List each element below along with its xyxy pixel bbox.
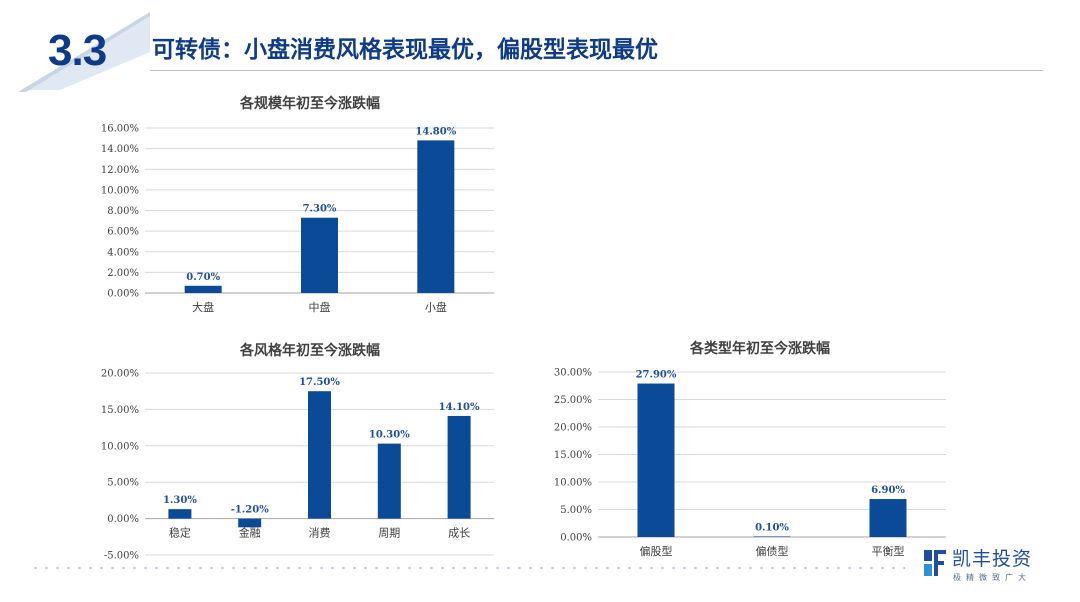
y-tick-label: 5.00% (560, 505, 592, 516)
bar (301, 217, 338, 293)
data-label: 7.30% (303, 204, 337, 215)
data-label: 0.10% (755, 522, 789, 533)
bar (377, 443, 401, 519)
y-tick-label: 16.00% (101, 124, 139, 135)
bar (637, 383, 675, 537)
logo-mark-icon (924, 550, 946, 576)
title-divider (150, 70, 1043, 71)
category-label: 偏股型 (640, 544, 673, 558)
y-tick-label: 2.00% (107, 268, 139, 279)
header-accent-shape (18, 12, 150, 92)
category-label: 中盘 (309, 300, 331, 314)
category-label: 稳定 (169, 526, 191, 540)
data-label: 1.30% (163, 495, 197, 506)
y-tick-label: 6.00% (107, 227, 139, 238)
y-tick-label: 14.00% (101, 144, 139, 155)
data-label: -1.20% (231, 505, 270, 516)
y-tick-label: 20.00% (101, 369, 139, 380)
y-tick-label: 15.00% (554, 450, 592, 461)
bar (447, 415, 471, 519)
data-label: 27.90% (636, 370, 677, 381)
section-number: 3.3 (48, 26, 107, 75)
page-title: 可转债：小盘消费风格表现最优，偏股型表现最优 (152, 37, 658, 63)
bar (184, 285, 222, 293)
y-tick-label: 25.00% (554, 395, 592, 406)
y-tick-label: 15.00% (101, 405, 139, 416)
y-tick-label: 10.00% (554, 478, 592, 489)
category-label: 小盘 (425, 300, 447, 314)
bar (869, 499, 907, 537)
y-tick-label: 4.00% (107, 247, 139, 258)
bar (238, 518, 262, 528)
y-tick-label: 10.00% (101, 185, 139, 196)
y-tick-label: 30.00% (554, 368, 592, 379)
chart-title-size: 各规模年初至今涨跌幅 (240, 96, 380, 112)
y-tick-label: 0.00% (560, 533, 592, 544)
company-logo: 凯丰投资 极精微致广大 (922, 546, 1052, 586)
chart-title-style: 各风格年初至今涨跌幅 (240, 343, 380, 359)
data-label: 6.90% (871, 485, 905, 496)
bar (168, 509, 192, 519)
y-tick-label: 0.00% (107, 289, 139, 300)
y-tick-label: -5.00% (104, 551, 139, 562)
category-label: 平衡型 (872, 544, 905, 558)
y-tick-label: 0.00% (107, 514, 139, 525)
logo-slogan: 极精微致广大 (953, 573, 1031, 582)
data-label: 14.10% (439, 402, 480, 413)
bar (308, 391, 331, 519)
logo-name: 凯丰投资 (952, 548, 1033, 570)
y-tick-label: 5.00% (107, 478, 139, 489)
data-label: 10.30% (369, 430, 410, 441)
bar (417, 140, 455, 293)
y-tick-label: 8.00% (107, 206, 139, 217)
data-label: 17.50% (299, 377, 340, 388)
category-label: 周期 (378, 527, 400, 540)
y-tick-label: 10.00% (101, 441, 139, 452)
y-tick-label: 12.00% (101, 165, 139, 176)
category-label: 成长 (448, 527, 470, 540)
category-label: 金融 (239, 526, 261, 540)
footer-dotted-divider (30, 567, 905, 569)
y-tick-label: 20.00% (554, 423, 592, 434)
category-label: 偏债型 (756, 544, 789, 558)
chart-title-type: 各类型年初至今涨跌幅 (690, 341, 830, 357)
bar (753, 536, 791, 538)
category-label: 消费 (309, 526, 331, 540)
data-label: 14.80% (415, 126, 456, 137)
data-label: 0.70% (186, 272, 220, 283)
category-label: 大盘 (192, 300, 214, 314)
